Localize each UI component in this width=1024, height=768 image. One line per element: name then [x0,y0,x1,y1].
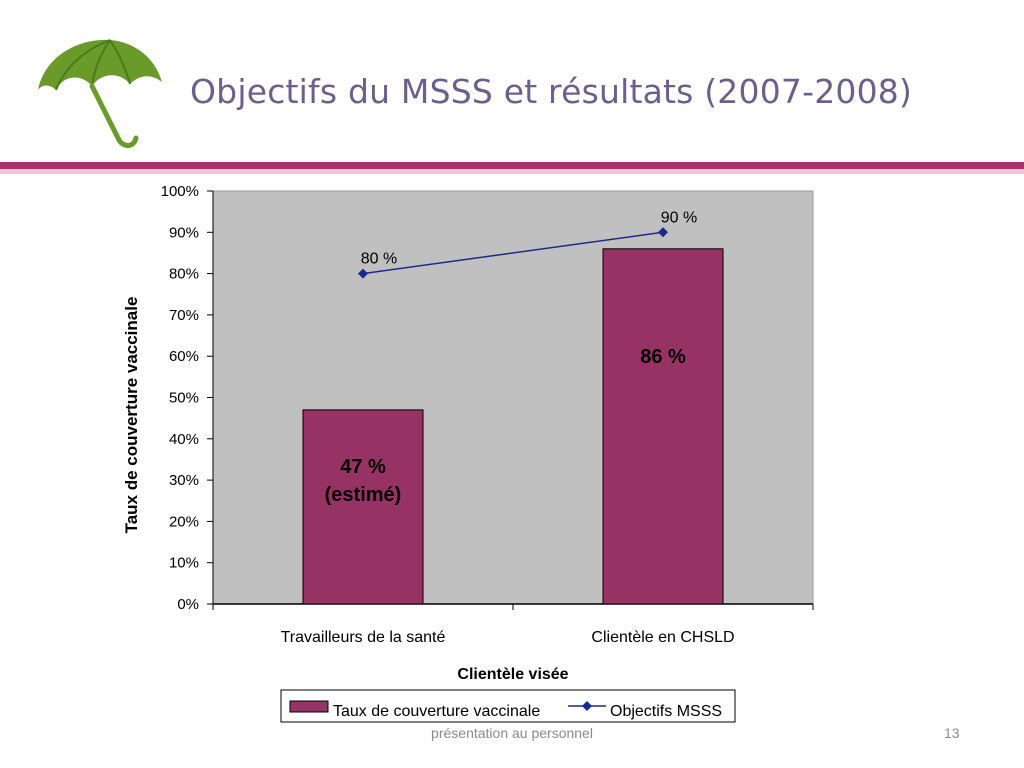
objectifs-point [658,227,668,238]
bar [302,409,424,605]
y-tick-label: 20% [169,513,199,530]
x-tick-label: Travailleurs de la santé [281,629,446,646]
y-tick-label: 50% [169,390,199,407]
bar [602,248,724,605]
legend-label-bar: Taux de couverture vaccinale [333,703,540,720]
x-axis-title: Clientèle visée [457,666,568,683]
y-tick-label: 60% [169,348,199,365]
footer-text: présentation au personnel [431,725,593,741]
y-axis-title: Taux de couverture vaccinale [122,297,141,534]
legend-swatch-bar [289,700,329,713]
y-tick-label: 10% [169,555,199,572]
objectifs-point [358,268,368,279]
slide-title: Objectifs du MSSS et résultats (2007-200… [190,72,913,111]
y-tick-label: 100% [161,183,199,200]
legend-label-line: Objectifs MSSS [610,703,722,720]
y-tick-label: 30% [169,472,199,489]
y-tick-label: 70% [169,307,199,324]
page-number: 13 [944,725,960,741]
legend-swatch-marker [582,701,592,711]
y-tick-label: 80% [169,266,199,283]
title-divider-light [0,169,1024,174]
x-tick-label: Clientèle en CHSLD [591,629,734,646]
title-divider [0,162,1024,169]
line-data-label: 90 % [661,209,697,226]
objectifs-line [362,231,664,275]
bar-data-label: 47 % [340,456,386,478]
bar-data-label: 86 % [640,346,686,368]
bar-data-label: (estimé) [325,484,402,506]
line-data-label: 80 % [361,251,397,268]
y-tick-label: 40% [169,431,199,448]
green-umbrella-icon [38,39,162,148]
y-tick-label: 90% [169,224,199,241]
legend-box [280,689,736,723]
y-tick-label: 0% [177,596,199,613]
